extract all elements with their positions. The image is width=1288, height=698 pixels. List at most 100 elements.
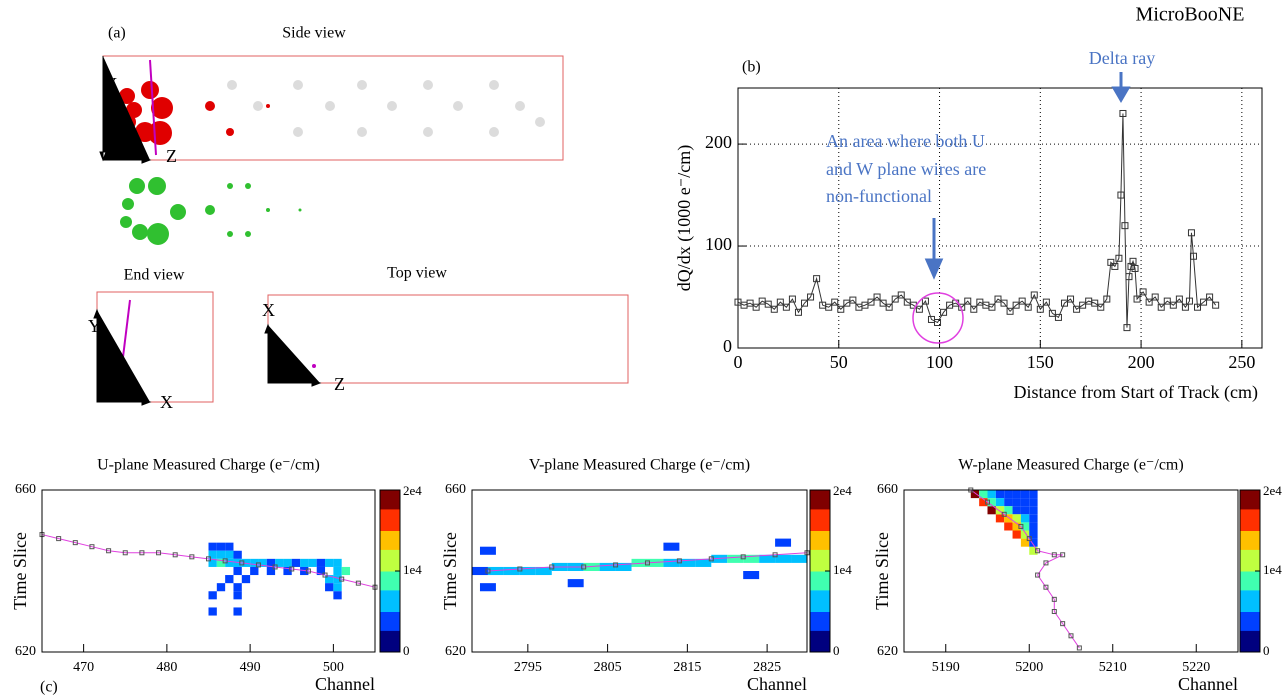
track-point <box>1051 552 1057 558</box>
track-point <box>1051 596 1057 602</box>
track-line <box>487 552 808 572</box>
annotation: and W plane wires are <box>826 159 986 179</box>
colorbar-segment <box>810 514 830 518</box>
x-tick-label: 2825 <box>753 660 781 675</box>
heat-cell <box>583 562 600 571</box>
colorbar-segment <box>1240 546 1260 550</box>
colorbar-segment <box>810 638 830 642</box>
x-tick-label: 490 <box>240 660 261 675</box>
data-point <box>1129 257 1137 265</box>
colorbar-segment <box>1240 619 1260 623</box>
track-point <box>1060 552 1066 558</box>
colorbar-segment <box>380 490 400 494</box>
x-tick-label: 5210 <box>1099 660 1127 675</box>
colorbar-segment <box>1240 541 1260 545</box>
data-point <box>1194 303 1202 311</box>
colorbar-segment <box>1240 616 1260 621</box>
data-point <box>1111 262 1119 270</box>
heat-cell <box>1029 514 1038 523</box>
colorbar-segment <box>380 595 400 599</box>
colorbar-segment <box>1240 554 1260 558</box>
track-point <box>1051 609 1057 614</box>
colorbar-segment <box>380 568 400 572</box>
track-point <box>1060 621 1066 627</box>
view-title: Side view <box>282 25 346 42</box>
colorbar-segment <box>1240 573 1260 577</box>
data-point <box>1121 222 1129 230</box>
colorbar-segment <box>810 595 830 599</box>
colorbar-segment <box>810 573 830 577</box>
colorbar-segment <box>380 498 400 502</box>
heat-cell <box>647 558 664 567</box>
data-point <box>1079 301 1087 309</box>
colorbar-segment <box>380 603 400 607</box>
heat-cell <box>216 542 226 551</box>
data-point <box>1127 262 1135 270</box>
track-point <box>644 560 650 566</box>
heat-cell <box>503 566 520 576</box>
colorbar-segment <box>1240 627 1260 631</box>
data-point <box>770 305 778 313</box>
heat-cell <box>1004 506 1013 515</box>
colorbar-segment <box>1240 592 1260 596</box>
heat-cell <box>208 591 217 600</box>
colorbar-segment <box>810 600 830 604</box>
track-point <box>56 536 62 542</box>
x-tick-label: 2815 <box>673 660 701 675</box>
y-tick-label: 660 <box>877 482 898 497</box>
colorbar-segment <box>380 571 400 575</box>
y-tick-label: 0 <box>723 336 732 356</box>
event-display: Side view Y Z End view Y X Top view X Z <box>88 25 629 412</box>
data-point <box>1125 273 1133 281</box>
heat-cell <box>1012 498 1021 507</box>
colorbar-segment <box>810 508 830 513</box>
heat-cell <box>995 498 1005 507</box>
colorbar-segment <box>810 557 830 561</box>
colorbar-tick-label: 0 <box>1263 643 1270 658</box>
colorbar-segment <box>380 554 400 558</box>
heat-cell <box>316 558 326 567</box>
plot-frame <box>903 489 1239 653</box>
colorbar-segment <box>810 506 830 510</box>
view-title: End view <box>124 267 185 284</box>
colorbar-segment <box>1240 527 1260 531</box>
heat-cell <box>631 558 648 567</box>
heat-cell <box>333 566 342 576</box>
colorbar-segment <box>810 538 830 542</box>
colorbar-segment <box>1240 560 1260 564</box>
heat-cell <box>472 566 488 576</box>
y-axis-label: Time Slice <box>872 532 892 610</box>
colorbar-segment <box>810 616 830 621</box>
heat-cell <box>300 566 309 576</box>
track-point <box>1068 633 1074 639</box>
track-point <box>708 556 714 562</box>
colorbar-segment <box>1240 646 1260 650</box>
colorbar-segment <box>1240 600 1260 604</box>
x-axis-label: Channel <box>1178 674 1238 694</box>
data-point <box>825 303 833 311</box>
data-point <box>1145 298 1153 306</box>
colorbar-segment <box>1240 635 1260 639</box>
track <box>149 59 157 156</box>
data-point <box>1042 298 1050 306</box>
track <box>312 364 316 368</box>
track-point <box>1043 560 1049 566</box>
colorbar-segment <box>1240 568 1260 572</box>
track-point <box>613 562 619 568</box>
colorbar-segment <box>1240 511 1260 515</box>
colorbar-segment <box>810 565 830 569</box>
annotation-arrow <box>924 218 944 280</box>
heat-cell <box>333 583 342 592</box>
hits-green <box>120 177 302 245</box>
track-point <box>206 556 211 562</box>
track-point <box>1043 584 1049 590</box>
colorbar-segment <box>380 622 400 626</box>
data-point <box>1091 299 1099 307</box>
track-point <box>339 576 345 582</box>
track-point <box>985 499 990 505</box>
plot-frame <box>471 489 808 653</box>
heat-cell <box>1020 490 1030 499</box>
colorbar-segment <box>810 571 830 575</box>
heat-cell <box>1020 498 1030 507</box>
